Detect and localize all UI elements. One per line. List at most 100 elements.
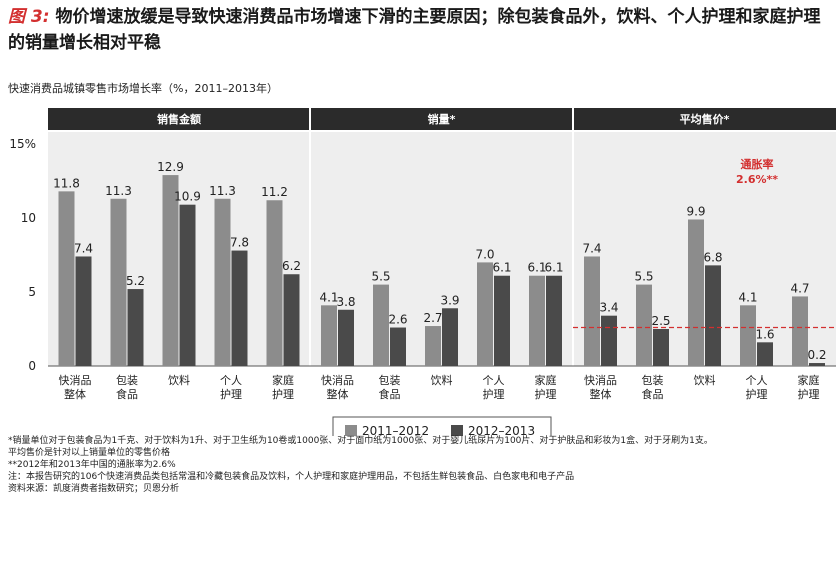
category-label: 食品 — [116, 387, 138, 401]
data-label: 4.1 — [738, 290, 757, 304]
category-label: 家庭 — [272, 373, 294, 387]
panel-header — [573, 108, 836, 130]
data-label: 4.7 — [790, 281, 809, 295]
category-label: 护理 — [798, 387, 820, 401]
legend-label-2012-2013: 2012–2013 — [468, 424, 535, 436]
data-label: 5.5 — [634, 270, 653, 284]
category-label: 快消品 — [584, 373, 617, 387]
category-label: 家庭 — [798, 373, 820, 387]
legend-swatch-2011-2012 — [345, 425, 357, 436]
bar-2011-2012 — [58, 191, 75, 366]
footnote: 注：本报告研究的106个快速消费品类包括常温和冷藏包装食品及饮料，个人护理和家庭… — [8, 472, 575, 482]
category-label: 食品 — [379, 387, 401, 401]
data-label: 9.9 — [686, 204, 705, 218]
bar-2012-2013 — [127, 289, 144, 366]
bar-2011-2012 — [321, 305, 337, 366]
bar-2012-2013 — [75, 256, 92, 366]
inflation-value-label: 2.6%** — [736, 173, 778, 186]
data-label: 2.6 — [388, 313, 407, 327]
data-label: 3.4 — [599, 301, 618, 315]
legend-label-2011-2012: 2011–2012 — [362, 424, 429, 436]
data-label: 6.2 — [282, 259, 301, 273]
footnote: *销量单位对于包装食品为1千克、对于饮料为1升、对于卫生纸为10卷或1000张、… — [8, 436, 713, 446]
footnote: **2012年和2013年中国的通胀率为2.6% — [8, 460, 176, 470]
data-label: 2.7 — [423, 311, 442, 325]
category-label: 家庭 — [535, 373, 557, 387]
category-label: 整体 — [64, 387, 86, 401]
data-label: 6.1 — [492, 261, 511, 275]
legend-swatch-2012-2013 — [451, 425, 463, 436]
bar-2012-2013 — [231, 250, 248, 366]
bar-2011-2012 — [636, 284, 652, 366]
panel-title: 销量* — [428, 112, 456, 126]
category-label: 个人 — [746, 374, 768, 387]
data-label: 0.2 — [807, 348, 826, 362]
bar-2011-2012 — [373, 284, 389, 366]
bar-2011-2012 — [688, 219, 704, 366]
inflation-label: 通胀率 — [741, 157, 774, 171]
data-label: 7.0 — [475, 247, 494, 261]
data-label: 4.1 — [319, 290, 338, 304]
chart-title: 图 3: 物价增速放缓是导致快速消费品市场增速下滑的主要原因；除包装食品外，饮料… — [8, 4, 834, 56]
panel-header — [310, 108, 573, 130]
data-label: 11.8 — [53, 176, 80, 190]
data-label: 10.9 — [174, 190, 201, 204]
category-label: 饮料 — [431, 373, 453, 387]
category-label: 护理 — [746, 387, 768, 401]
bar-2012-2013 — [653, 329, 669, 366]
category-label: 包装 — [379, 374, 401, 387]
data-label: 6.8 — [703, 250, 722, 264]
bar-2011-2012 — [110, 198, 127, 366]
bar-2012-2013 — [390, 327, 406, 366]
bar-2012-2013 — [705, 265, 721, 366]
y-tick-label: 10 — [21, 211, 36, 225]
bar-2011-2012 — [529, 275, 545, 366]
data-label: 6.1 — [527, 261, 546, 275]
data-label: 7.4 — [582, 241, 601, 255]
bar-2011-2012 — [584, 256, 600, 366]
y-tick-label: 15% — [9, 137, 36, 151]
bar-2011-2012 — [162, 175, 179, 366]
data-label: 11.3 — [209, 184, 236, 198]
bar-2012-2013 — [494, 275, 510, 366]
footnotes: *销量单位对于包装食品为1千克、对于饮料为1升、对于卫生纸为10卷或1000张、… — [8, 435, 838, 495]
category-label: 护理 — [535, 387, 557, 401]
bar-2012-2013 — [757, 342, 773, 366]
data-label: 5.2 — [126, 274, 145, 288]
figure-label: 图 3: — [8, 7, 50, 27]
data-label: 12.9 — [157, 160, 184, 174]
panel-header — [48, 108, 310, 130]
data-label: 2.5 — [651, 314, 670, 328]
category-label: 护理 — [483, 387, 505, 401]
chart-subtitle: 快速消费品城镇零售市场增长率（%，2011–2013年） — [8, 82, 278, 95]
category-label: 饮料 — [168, 373, 190, 387]
category-label: 护理 — [220, 387, 242, 401]
data-label: 5.5 — [371, 270, 390, 284]
category-label: 饮料 — [694, 373, 716, 387]
category-label: 个人 — [220, 374, 242, 387]
data-label: 3.8 — [336, 295, 355, 309]
bar-2012-2013 — [179, 204, 196, 366]
category-label: 整体 — [590, 387, 612, 401]
bar-2012-2013 — [809, 363, 825, 366]
category-label: 食品 — [642, 387, 664, 401]
legend-box — [332, 416, 552, 436]
bar-2011-2012 — [425, 326, 441, 366]
data-label: 6.1 — [544, 261, 563, 275]
bar-2011-2012 — [214, 198, 231, 366]
category-label: 快消品 — [59, 373, 92, 387]
category-label: 包装 — [116, 374, 138, 387]
footnote: 资料来源：凯度消费者指数研究；贝恩分析 — [8, 484, 180, 494]
title-text: 物价增速放缓是导致快速消费品市场增速下滑的主要原因；除包装食品外，饮料、个人护理… — [8, 7, 821, 53]
category-label: 快消品 — [321, 373, 354, 387]
panel-title: 销售金额 — [157, 112, 201, 126]
category-label: 整体 — [327, 387, 349, 401]
footnote: 平均售价是针对以上销量单位的零售价格 — [8, 448, 171, 458]
bar-2011-2012 — [266, 200, 283, 366]
data-label: 11.3 — [105, 184, 132, 198]
bar-2012-2013 — [442, 308, 458, 366]
y-tick-label: 5 — [28, 285, 36, 299]
bar-2012-2013 — [601, 315, 617, 366]
bar-2011-2012 — [477, 262, 493, 366]
